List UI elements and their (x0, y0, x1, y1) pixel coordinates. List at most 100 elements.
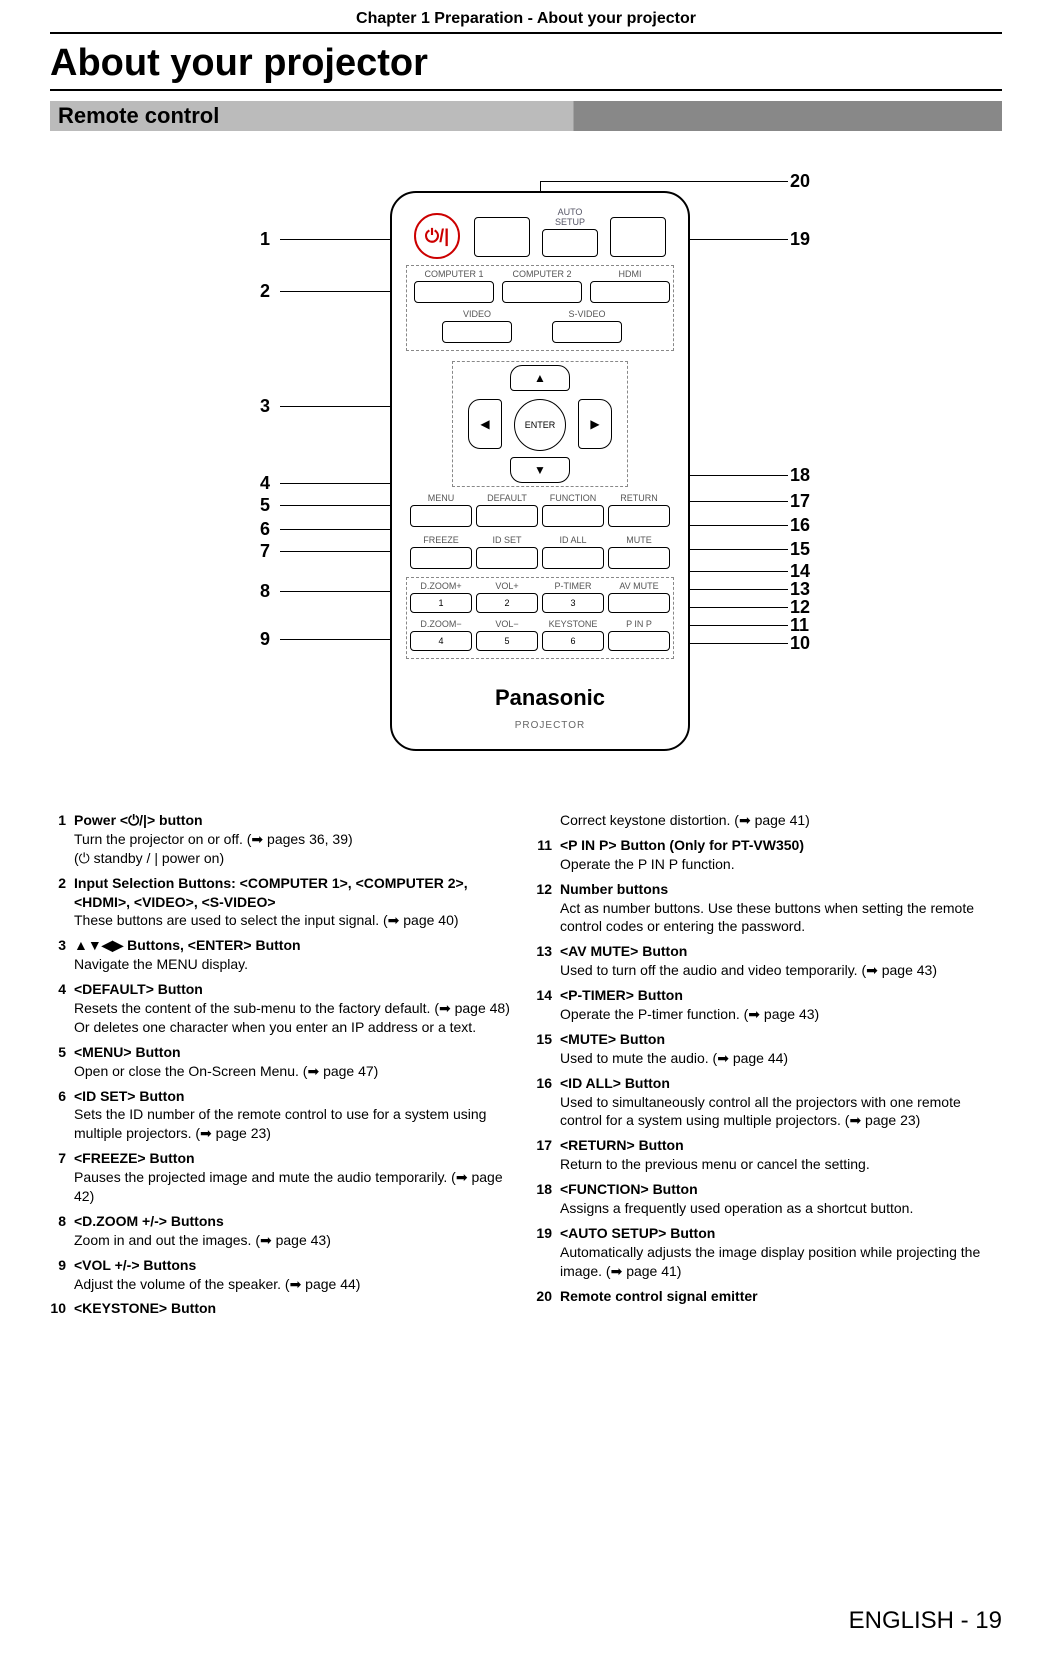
num-4-button[interactable]: 4 (410, 631, 472, 651)
pinp-label: P IN P (608, 619, 670, 629)
desc-number: 2 (50, 874, 74, 931)
video-button[interactable] (442, 321, 512, 343)
desc-body: <MENU> ButtonOpen or close the On-Screen… (74, 1043, 516, 1081)
desc-entry: 18<FUNCTION> ButtonAssigns a frequently … (536, 1180, 1002, 1218)
desc-text: Turn the projector on or off. (➡ pages 3… (74, 830, 516, 868)
desc-entry: 5<MENU> ButtonOpen or close the On-Scree… (50, 1043, 516, 1081)
ptimer-label: P-TIMER (542, 581, 604, 591)
dzoom-minus-label: D.ZOOM− (410, 619, 472, 629)
avmute-button[interactable] (608, 593, 670, 613)
num-3-button[interactable]: 3 (542, 593, 604, 613)
blank-top-right-button[interactable] (610, 217, 666, 257)
idset-button[interactable] (476, 547, 538, 569)
down-button[interactable]: ▼ (510, 457, 570, 483)
avmute-label: AV MUTE (608, 581, 670, 591)
num-2-button[interactable]: 2 (476, 593, 538, 613)
desc-entry: 1Power <⏻/|> buttonTurn the projector on… (50, 811, 516, 868)
desc-text: Correct keystone distortion. (➡ page 41) (560, 811, 1002, 830)
desc-title: <DEFAULT> Button (74, 980, 516, 999)
callout-2: 2 (260, 281, 270, 302)
desc-title: <D.ZOOM +/-> Buttons (74, 1212, 516, 1231)
desc-title: <AV MUTE> Button (560, 942, 1002, 961)
idset-label: ID SET (476, 535, 538, 545)
num-5-button[interactable]: 5 (476, 631, 538, 651)
desc-title: <VOL +/-> Buttons (74, 1256, 516, 1275)
desc-body: <FUNCTION> ButtonAssigns a frequently us… (560, 1180, 1002, 1218)
left-button[interactable]: ◀ (468, 399, 502, 449)
right-button[interactable]: ▶ (578, 399, 612, 449)
svideo-button[interactable] (552, 321, 622, 343)
desc-entry: 19<AUTO SETUP> ButtonAutomatically adjus… (536, 1224, 1002, 1281)
desc-title: <FUNCTION> Button (560, 1180, 1002, 1199)
callout-15: 15 (790, 539, 810, 560)
desc-text: Act as number buttons. Use these buttons… (560, 899, 1002, 937)
computer2-label: COMPUTER 2 (502, 269, 582, 279)
menu-button[interactable] (410, 505, 472, 527)
callout-6: 6 (260, 519, 270, 540)
callout-17: 17 (790, 491, 810, 512)
freeze-button[interactable] (410, 547, 472, 569)
desc-entry: 9<VOL +/-> Buttons Adjust the volume of … (50, 1256, 516, 1294)
brand-sublabel: PROJECTOR (402, 720, 698, 731)
desc-number: 20 (536, 1287, 560, 1306)
function-button[interactable] (542, 505, 604, 527)
callout-7: 7 (260, 541, 270, 562)
default-label: DEFAULT (476, 493, 538, 503)
desc-number: 5 (50, 1043, 74, 1081)
desc-body: <ID SET> ButtonSets the ID number of the… (74, 1087, 516, 1144)
svideo-label: S-VIDEO (552, 309, 622, 319)
desc-title: Input Selection Buttons: <COMPUTER 1>, <… (74, 874, 516, 912)
pinp-button[interactable] (608, 631, 670, 651)
callout-16: 16 (790, 515, 810, 536)
desc-number: 11 (536, 836, 560, 874)
desc-entry: 17<RETURN> ButtonReturn to the previous … (536, 1136, 1002, 1174)
vol-plus-label: VOL+ (476, 581, 538, 591)
default-button[interactable] (476, 505, 538, 527)
desc-body: <P IN P> Button (Only for PT-VW350)Opera… (560, 836, 1002, 874)
desc-title: Number buttons (560, 880, 1002, 899)
up-button[interactable]: ▲ (510, 365, 570, 391)
desc-title: <MENU> Button (74, 1043, 516, 1062)
return-button[interactable] (608, 505, 670, 527)
enter-button[interactable]: ENTER (514, 399, 566, 451)
desc-body: <KEYSTONE> Button (74, 1299, 516, 1318)
desc-title: <AUTO SETUP> Button (560, 1224, 1002, 1243)
callout-3: 3 (260, 396, 270, 417)
desc-title: <RETURN> Button (560, 1136, 1002, 1155)
desc-text: Assigns a frequently used operation as a… (560, 1199, 1002, 1218)
hdmi-button[interactable] (590, 281, 670, 303)
power-button[interactable]: ⏻/| (414, 213, 460, 259)
computer2-button[interactable] (502, 281, 582, 303)
vol-minus-label: VOL− (476, 619, 538, 629)
page-title: About your projector (50, 42, 1002, 91)
desc-body: ▲▼◀▶ Buttons, <ENTER> Button Navigate th… (74, 936, 516, 974)
desc-title: <ID ALL> Button (560, 1074, 1002, 1093)
desc-number: 9 (50, 1256, 74, 1294)
desc-title: <P-TIMER> Button (560, 986, 1002, 1005)
num-6-button[interactable]: 6 (542, 631, 604, 651)
desc-number: 13 (536, 942, 560, 980)
computer1-button[interactable] (414, 281, 494, 303)
desc-body: <AUTO SETUP> ButtonAutomatically adjusts… (560, 1224, 1002, 1281)
desc-text: These buttons are used to select the inp… (74, 911, 516, 930)
desc-number: 16 (536, 1074, 560, 1131)
auto-setup-button[interactable] (542, 229, 598, 257)
mute-button[interactable] (608, 547, 670, 569)
desc-entry: 4<DEFAULT> ButtonResets the content of t… (50, 980, 516, 1037)
desc-text: Used to turn off the audio and video tem… (560, 961, 1002, 980)
desc-entry: 12Number buttonsAct as number buttons. U… (536, 880, 1002, 937)
desc-text: Pauses the projected image and mute the … (74, 1168, 516, 1206)
desc-number: 17 (536, 1136, 560, 1174)
desc-title: <ID SET> Button (74, 1087, 516, 1106)
desc-entry: 11<P IN P> Button (Only for PT-VW350)Ope… (536, 836, 1002, 874)
desc-text: Operate the P IN P function. (560, 855, 1002, 874)
idall-button[interactable] (542, 547, 604, 569)
hdmi-label: HDMI (590, 269, 670, 279)
desc-entry: 8<D.ZOOM +/-> ButtonsZoom in and out the… (50, 1212, 516, 1250)
desc-title: <KEYSTONE> Button (74, 1299, 516, 1318)
num-1-button[interactable]: 1 (410, 593, 472, 613)
blank-top-button[interactable] (474, 217, 530, 257)
desc-text: Return to the previous menu or cancel th… (560, 1155, 1002, 1174)
section-header: Remote control (50, 101, 1002, 131)
desc-entry: 15<MUTE> Button Used to mute the audio. … (536, 1030, 1002, 1068)
